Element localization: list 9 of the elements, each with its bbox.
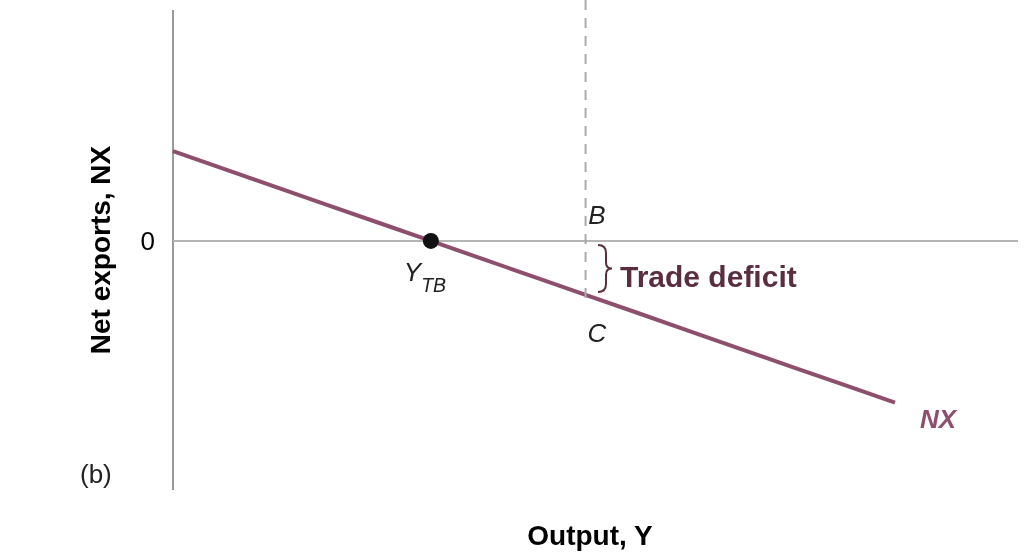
- ref-line-label: 0: [140, 226, 155, 257]
- annotation: C: [587, 318, 607, 349]
- text: (b): [80, 459, 112, 490]
- annotation: Trade deficit: [620, 259, 797, 293]
- x-axis-title: Output, Y: [527, 520, 654, 551]
- y-axis-title: Net exports, NX: [85, 145, 116, 355]
- annotation: Y$_{TB}$: [403, 257, 447, 297]
- annotation: B: [588, 200, 606, 231]
- series-label: NX: [920, 403, 958, 434]
